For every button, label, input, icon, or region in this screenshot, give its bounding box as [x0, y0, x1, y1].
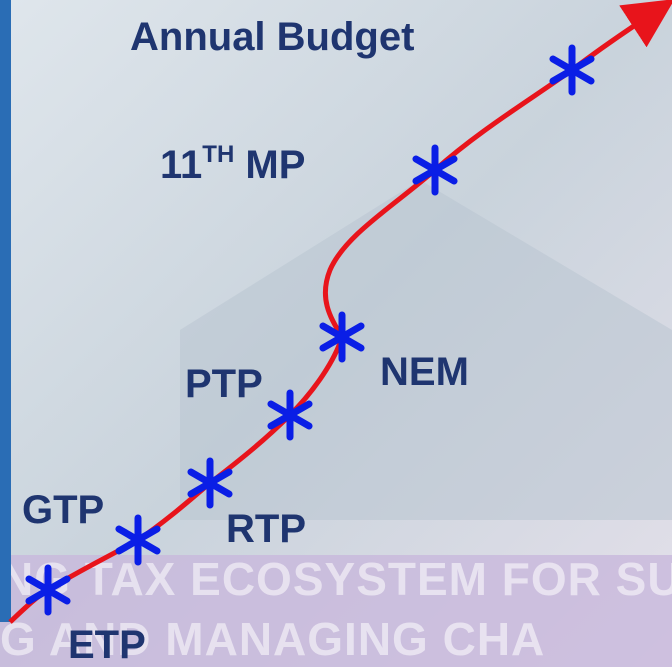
label-suffix: MP [234, 143, 305, 187]
label-text: NEM [380, 350, 469, 394]
milestone-label: GTP [22, 488, 104, 532]
side-strip [0, 0, 11, 622]
title: Annual Budget [130, 15, 414, 59]
label-superscript: TH [202, 141, 234, 168]
slide: NG TAX ECOSYSTEM FOR SUST G AND MANAGING… [0, 0, 672, 667]
milestone-label: NEM [380, 350, 469, 394]
milestone-label: ETP [68, 623, 146, 667]
label-text: ETP [68, 623, 146, 667]
label-text: PTP [185, 362, 263, 406]
label-text: GTP [22, 488, 104, 532]
label-text: RTP [226, 507, 306, 551]
milestone-label: PTP [185, 362, 263, 406]
diagram: NG TAX ECOSYSTEM FOR SUST G AND MANAGING… [0, 0, 672, 667]
label-text: 11 [160, 143, 202, 187]
milestone-label: RTP [226, 507, 306, 551]
